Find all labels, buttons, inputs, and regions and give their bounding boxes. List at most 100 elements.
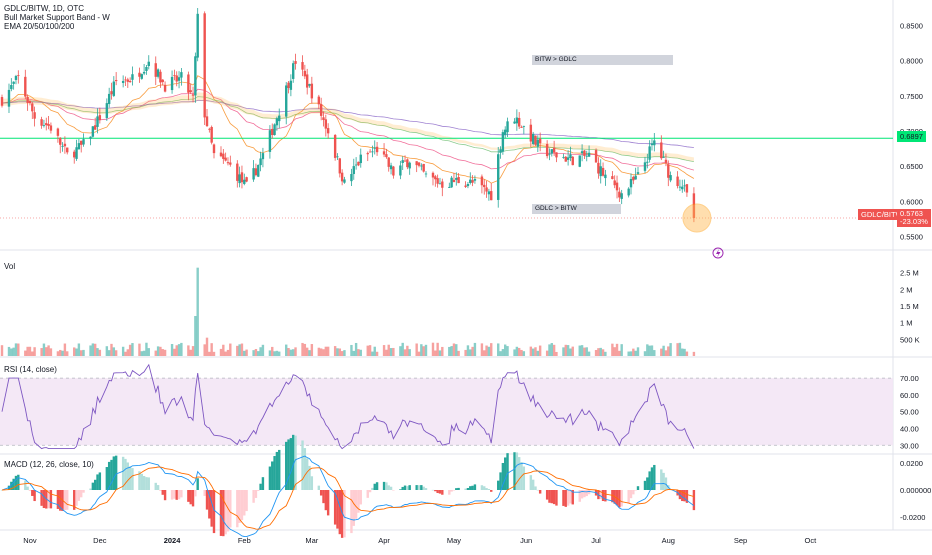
volume-pane-title[interactable]: Vol — [4, 262, 16, 271]
annotation-bitw-over-gdlc[interactable]: BITW > GDLC — [532, 55, 673, 65]
macd-histogram-bar — [187, 490, 190, 502]
candle-body — [504, 129, 507, 135]
symbol-title[interactable]: GDLC/BITW, 1D, OTC — [4, 4, 85, 13]
macd-histogram-bar — [636, 486, 640, 490]
volume-bar — [226, 349, 230, 356]
volume-bar — [676, 343, 679, 356]
candle-body — [40, 119, 43, 126]
candle-body — [229, 162, 232, 165]
candle-body — [620, 193, 623, 199]
candle-body — [189, 90, 192, 93]
macd-histogram-bar — [224, 490, 227, 535]
indicator-bull-market-band[interactable]: Bull Market Support Band - W — [4, 13, 110, 22]
candle-body — [571, 156, 574, 166]
volume-bar — [191, 346, 195, 356]
candle-body — [371, 151, 374, 153]
volume-bar — [424, 344, 428, 356]
macd-pane-title[interactable]: MACD (12, 26, close, 10) — [4, 460, 94, 469]
macd-histogram-bar — [80, 490, 83, 498]
macd-histogram-bar — [504, 457, 507, 490]
candle-body — [240, 172, 244, 183]
candle-body — [646, 161, 649, 163]
symbol-tag: GDLC/BITW — [858, 209, 906, 220]
volume-bar — [422, 346, 425, 356]
volume-bar — [338, 348, 342, 356]
candle-body — [464, 185, 467, 187]
volume-bar — [289, 349, 293, 356]
candle-body — [431, 172, 435, 178]
candle-body — [681, 186, 684, 190]
last-price-highlight-circle — [682, 203, 712, 233]
macd-histogram-bar — [338, 490, 342, 535]
indicator-ema[interactable]: EMA 20/50/100/200 — [4, 22, 75, 31]
date-label: Jul — [591, 536, 601, 545]
candle-body — [322, 117, 325, 120]
candle-body — [271, 128, 274, 136]
ema-line — [1, 75, 695, 184]
candle-body — [562, 156, 565, 158]
macd-histogram-bar — [194, 490, 197, 497]
volume-bar — [448, 346, 451, 356]
candle-body — [252, 168, 255, 180]
macd-histogram-bar — [471, 485, 474, 490]
volume-bar — [587, 351, 591, 356]
volume-tick-label: 1.5 M — [900, 302, 919, 311]
volume-bar — [513, 349, 516, 356]
macd-histogram-bar — [448, 490, 451, 495]
macd-histogram-bar — [77, 490, 81, 501]
volume-bar — [350, 344, 353, 356]
signal-line — [1, 466, 695, 530]
annotation-gdlc-over-bitw[interactable]: GDLC > BITW — [532, 204, 621, 214]
volume-bar — [273, 351, 276, 356]
volume-bar — [189, 349, 192, 356]
candle-body — [196, 13, 199, 58]
macd-histogram-bar — [175, 490, 178, 500]
candle-body — [359, 154, 362, 164]
volume-bar — [373, 346, 376, 356]
macd-histogram-bar — [268, 466, 272, 490]
candle-body — [261, 153, 265, 160]
volume-bar — [382, 345, 386, 356]
volume-bar — [121, 346, 125, 356]
candle-body — [203, 13, 206, 118]
macd-histogram-bar — [499, 472, 502, 490]
candle-body — [471, 180, 474, 183]
candle-body — [219, 152, 223, 157]
volume-bar — [604, 351, 607, 356]
macd-histogram-bar — [662, 472, 665, 490]
macd-histogram-bar — [483, 486, 486, 490]
volume-bar — [534, 347, 537, 356]
volume-bar — [669, 343, 672, 356]
macd-histogram-bar — [142, 476, 146, 490]
macd-histogram-bar — [82, 490, 85, 493]
macd-histogram-bar — [252, 490, 255, 503]
macd-histogram-bar — [685, 490, 689, 503]
macd-histogram-bar — [14, 475, 18, 490]
candle-body — [243, 179, 246, 184]
candle-body — [387, 157, 390, 167]
volume-bar — [499, 351, 502, 356]
volume-bar — [450, 346, 453, 356]
candle-body — [336, 156, 339, 158]
candle-body — [531, 133, 535, 144]
macd-histogram-bar — [660, 469, 663, 490]
macd-histogram-bar — [571, 490, 574, 505]
volume-bar — [490, 343, 493, 356]
rsi-pane-title[interactable]: RSI (14, close) — [4, 365, 57, 374]
candle-body — [669, 175, 672, 181]
volume-bar — [278, 351, 281, 356]
volume-bar — [261, 344, 265, 356]
candle-body — [450, 177, 453, 188]
candle-body — [382, 151, 386, 155]
candle-body — [285, 85, 288, 117]
macd-histogram-bar — [98, 472, 102, 490]
volume-bar — [10, 348, 13, 356]
volume-bar — [154, 350, 157, 356]
macd-histogram-bar — [385, 482, 388, 490]
candle-body — [317, 96, 321, 105]
macd-histogram-bar — [580, 490, 584, 499]
macd-histogram-bar — [273, 456, 276, 490]
volume-bar — [434, 350, 437, 356]
macd-histogram-bar — [303, 448, 307, 490]
